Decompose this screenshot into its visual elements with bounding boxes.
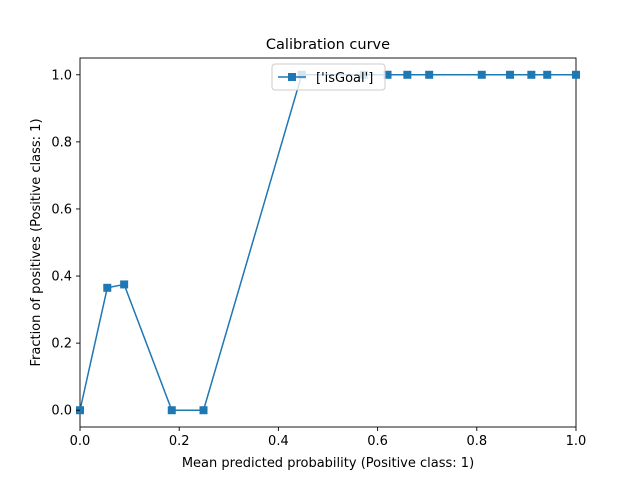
data-point	[120, 280, 129, 289]
x-tick-label: 0.2	[169, 434, 190, 449]
x-tick-label: 1.0	[566, 434, 587, 449]
data-point	[543, 70, 552, 79]
series-line-0	[79, 74, 576, 411]
x-tick-label: 0.0	[70, 434, 91, 449]
x-tick-label: 0.4	[268, 434, 289, 449]
y-axis-ticks: 0.0 0.2 0.4 0.6 0.8 1.0	[51, 68, 80, 419]
data-point	[477, 70, 486, 79]
y-tick-label: 0.8	[51, 135, 72, 150]
y-tick-label: 0.6	[51, 202, 72, 217]
y-tick-label: 0.4	[51, 270, 72, 285]
y-tick-label: 0.0	[51, 404, 72, 419]
data-point	[103, 283, 112, 292]
plot-area	[76, 57, 580, 428]
x-axis-ticks: 0.0 0.2 0.4 0.6 0.8 1.0	[70, 427, 587, 449]
data-point	[572, 70, 580, 79]
legend-marker-sample	[288, 73, 296, 81]
series-layer	[76, 70, 580, 415]
y-tick-label: 0.2	[51, 337, 72, 352]
plot-frame	[79, 57, 577, 428]
x-axis-label: Mean predicted probability (Positive cla…	[182, 456, 474, 471]
x-tick-label: 0.6	[367, 434, 388, 449]
legend-frame	[271, 63, 386, 91]
legend: ['isGoal']	[271, 63, 386, 91]
x-tick-label: 0.8	[466, 434, 487, 449]
data-point	[425, 70, 434, 79]
data-point	[506, 70, 515, 79]
y-tick-label: 1.0	[51, 68, 72, 83]
data-point	[167, 406, 176, 415]
data-point	[403, 70, 412, 79]
data-point	[527, 70, 536, 79]
legend-label: ['isGoal']	[316, 71, 373, 86]
data-point	[383, 70, 392, 79]
data-point	[199, 406, 208, 415]
y-axis-label: Fraction of positives (Positive class: 1…	[29, 118, 44, 366]
chart-title: Calibration curve	[266, 37, 390, 53]
